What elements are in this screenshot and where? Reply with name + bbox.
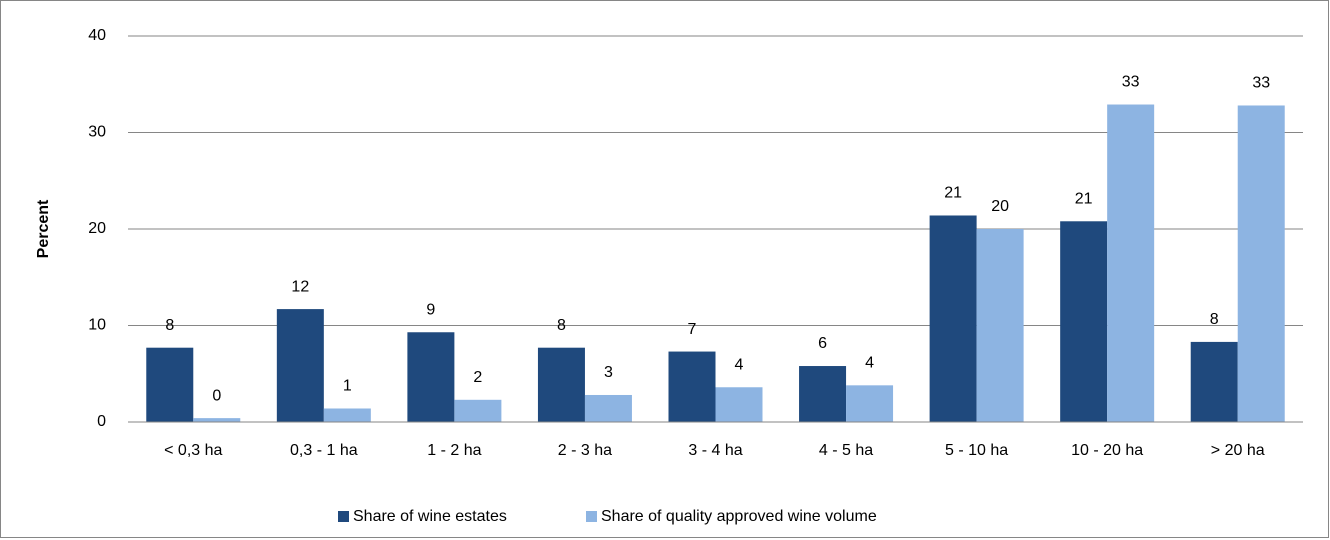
y-axis-title: Percent <box>35 199 52 258</box>
bar <box>715 387 763 422</box>
y-tick-label: 40 <box>88 27 106 44</box>
bar <box>1060 221 1108 422</box>
bar <box>407 332 455 422</box>
bar <box>454 399 502 422</box>
y-tick-label: 10 <box>88 317 106 334</box>
data-label: 7 <box>688 321 697 338</box>
bar <box>846 385 894 422</box>
legend-swatch <box>586 511 597 522</box>
data-label: 0 <box>212 387 221 404</box>
data-label: 8 <box>165 317 174 334</box>
bar <box>1190 341 1238 422</box>
y-tick-label: 30 <box>88 124 106 141</box>
bar <box>276 309 324 422</box>
bar <box>799 366 847 422</box>
bar <box>146 347 194 422</box>
y-tick-label: 0 <box>97 413 106 430</box>
legend-swatch <box>338 511 349 522</box>
bar <box>668 351 716 422</box>
data-label: 21 <box>1075 190 1093 207</box>
data-label: 21 <box>944 185 962 202</box>
legend-label: Share of wine estates <box>353 508 507 525</box>
x-tick-label: 0,3 - 1 ha <box>290 442 358 459</box>
data-label: 33 <box>1252 75 1270 92</box>
x-tick-label: 5 - 10 ha <box>945 442 1008 459</box>
data-label: 12 <box>291 278 309 295</box>
data-label: 4 <box>735 356 744 373</box>
bar <box>1237 105 1285 422</box>
x-tick-label: 10 - 20 ha <box>1071 442 1143 459</box>
data-label: 9 <box>426 301 435 318</box>
x-tick-label: 3 - 4 ha <box>688 442 742 459</box>
x-tick-label: 4 - 5 ha <box>819 442 873 459</box>
x-tick-label: < 0,3 ha <box>164 442 222 459</box>
data-label: 20 <box>991 198 1009 215</box>
x-tick-label: > 20 ha <box>1211 442 1265 459</box>
data-label: 8 <box>557 317 566 334</box>
y-tick-label: 20 <box>88 220 106 237</box>
data-label: 1 <box>343 378 352 395</box>
bar <box>929 215 977 422</box>
data-label: 3 <box>604 364 613 381</box>
data-label: 2 <box>473 369 482 386</box>
data-label: 6 <box>818 335 827 352</box>
bar <box>1107 104 1155 422</box>
bar <box>193 418 241 422</box>
data-label: 33 <box>1122 74 1140 91</box>
bar <box>537 347 585 422</box>
bar <box>584 394 632 422</box>
x-tick-label: 1 - 2 ha <box>427 442 481 459</box>
bar <box>323 408 371 422</box>
x-tick-label: 2 - 3 ha <box>558 442 612 459</box>
data-label: 4 <box>865 355 874 372</box>
data-label: 8 <box>1210 311 1219 328</box>
legend-label: Share of quality approved wine volume <box>601 508 877 525</box>
bar <box>976 229 1024 422</box>
